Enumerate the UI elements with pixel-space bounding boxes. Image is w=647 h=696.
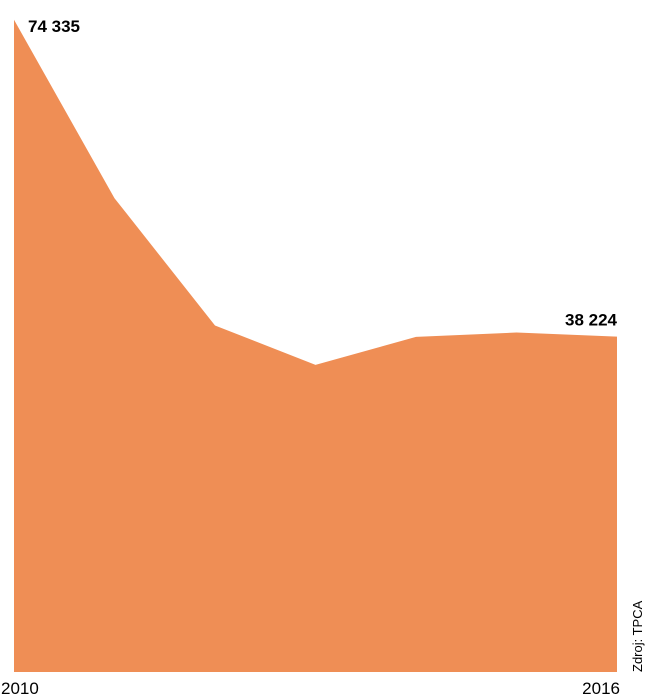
x-tick-label-0: 2010 (1, 679, 39, 696)
source-note: Zdroj: TPCA (630, 600, 645, 672)
x-tick-label-1: 2016 (582, 679, 620, 696)
data-label-1: 38 224 (565, 311, 618, 330)
data-label-0: 74 335 (28, 17, 80, 36)
area-series (14, 19, 617, 673)
